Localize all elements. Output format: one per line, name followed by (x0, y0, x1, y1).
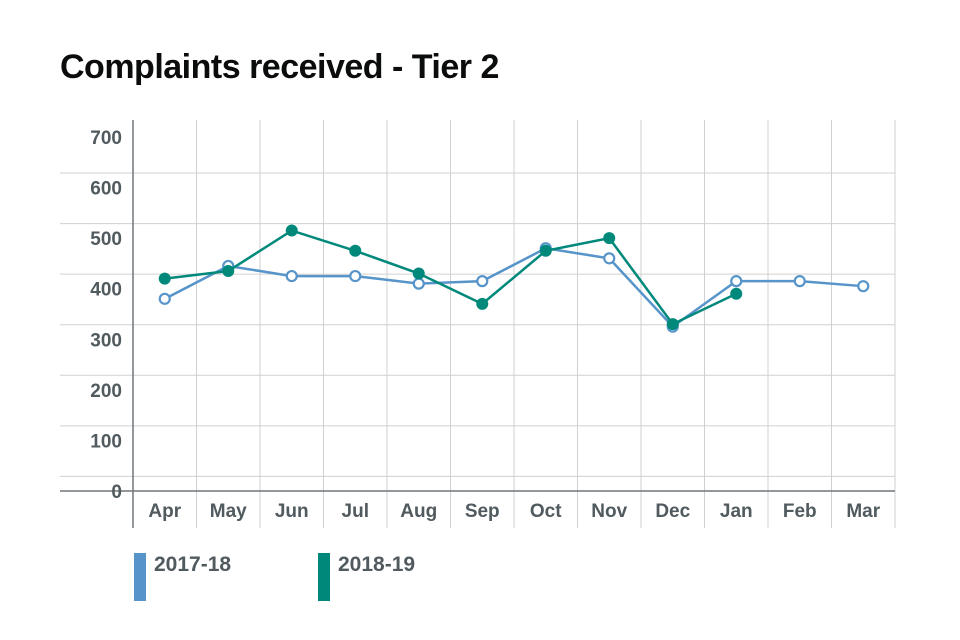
y-tick-label-100: 100 (90, 431, 122, 452)
x-axis-tick-labels: Apr May Jun Jul Aug Sep Oct Nov Dec Jan Feb Mar (148, 501, 880, 522)
gridlines (60, 120, 896, 528)
legend-label-2017-18: 2017-18 (154, 553, 232, 576)
data-point-2017-18-nov (603, 252, 616, 265)
axes (60, 120, 895, 528)
x-tick-label-oct: Oct (530, 501, 562, 522)
data-point-2018-19-nov (603, 232, 616, 245)
x-tick-label-apr: Apr (148, 501, 181, 522)
x-tick-label-sep: Sep (465, 501, 500, 522)
data-point-2018-19-may (222, 265, 235, 278)
data-point-2018-19-jun (285, 224, 298, 237)
data-point-2017-18-jul (349, 269, 362, 283)
y-tick-label-200: 200 (90, 381, 122, 402)
data-point-2017-18-feb (793, 275, 806, 288)
x-tick-label-jul: Jul (342, 501, 369, 522)
y-tick-label-400: 400 (90, 280, 122, 301)
series-line-2017-18 (164, 246, 864, 329)
series-layer (158, 224, 870, 333)
data-point-2017-18-jun (285, 269, 298, 283)
x-tick-label-mar: Mar (846, 501, 880, 522)
x-tick-label-jan: Jan (720, 501, 753, 522)
data-point-2017-18-mar (857, 280, 870, 293)
data-point-2017-18-apr (158, 292, 171, 305)
chart-title: Complaints received - Tier 2 (60, 48, 499, 86)
y-tick-label-0: 0 (111, 482, 122, 503)
data-point-2018-19-apr (158, 272, 171, 285)
data-point-2018-19-sep (476, 297, 489, 310)
legend-label-2018-19: 2018-19 (338, 553, 416, 576)
y-tick-label-300: 300 (90, 330, 122, 351)
data-point-2017-18-sep (476, 275, 489, 288)
x-tick-label-jun: Jun (275, 501, 309, 522)
x-tick-label-aug: Aug (400, 501, 437, 522)
x-tick-label-feb: Feb (783, 501, 817, 522)
data-point-2018-19-jul (349, 244, 362, 257)
y-tick-label-600: 600 (90, 179, 122, 200)
y-tick-label-500: 500 (90, 229, 122, 250)
y-tick-label-700: 700 (90, 128, 122, 149)
legend-swatch-2017-18 (134, 553, 146, 601)
data-point-2017-18-aug (412, 277, 425, 290)
data-point-2018-19-jan (730, 287, 743, 300)
series-2018-19 (158, 224, 743, 331)
data-point-2018-19-aug (412, 267, 425, 280)
y-axis-tick-labels: 0 100 200 300 400 500 600 700 (90, 128, 122, 503)
legend-item-2018-19: 2018-19 (318, 553, 415, 601)
data-point-2018-19-oct (539, 244, 552, 257)
series-line-2018-19 (164, 229, 737, 326)
legend-swatch-2018-19 (318, 553, 330, 601)
x-tick-label-dec: Dec (655, 501, 690, 522)
legend-item-2017-18: 2017-18 (134, 553, 231, 601)
x-tick-label-may: May (210, 501, 247, 522)
data-point-2018-19-dec (666, 318, 679, 331)
x-tick-label-nov: Nov (591, 501, 627, 522)
data-point-2017-18-jan (730, 275, 743, 288)
